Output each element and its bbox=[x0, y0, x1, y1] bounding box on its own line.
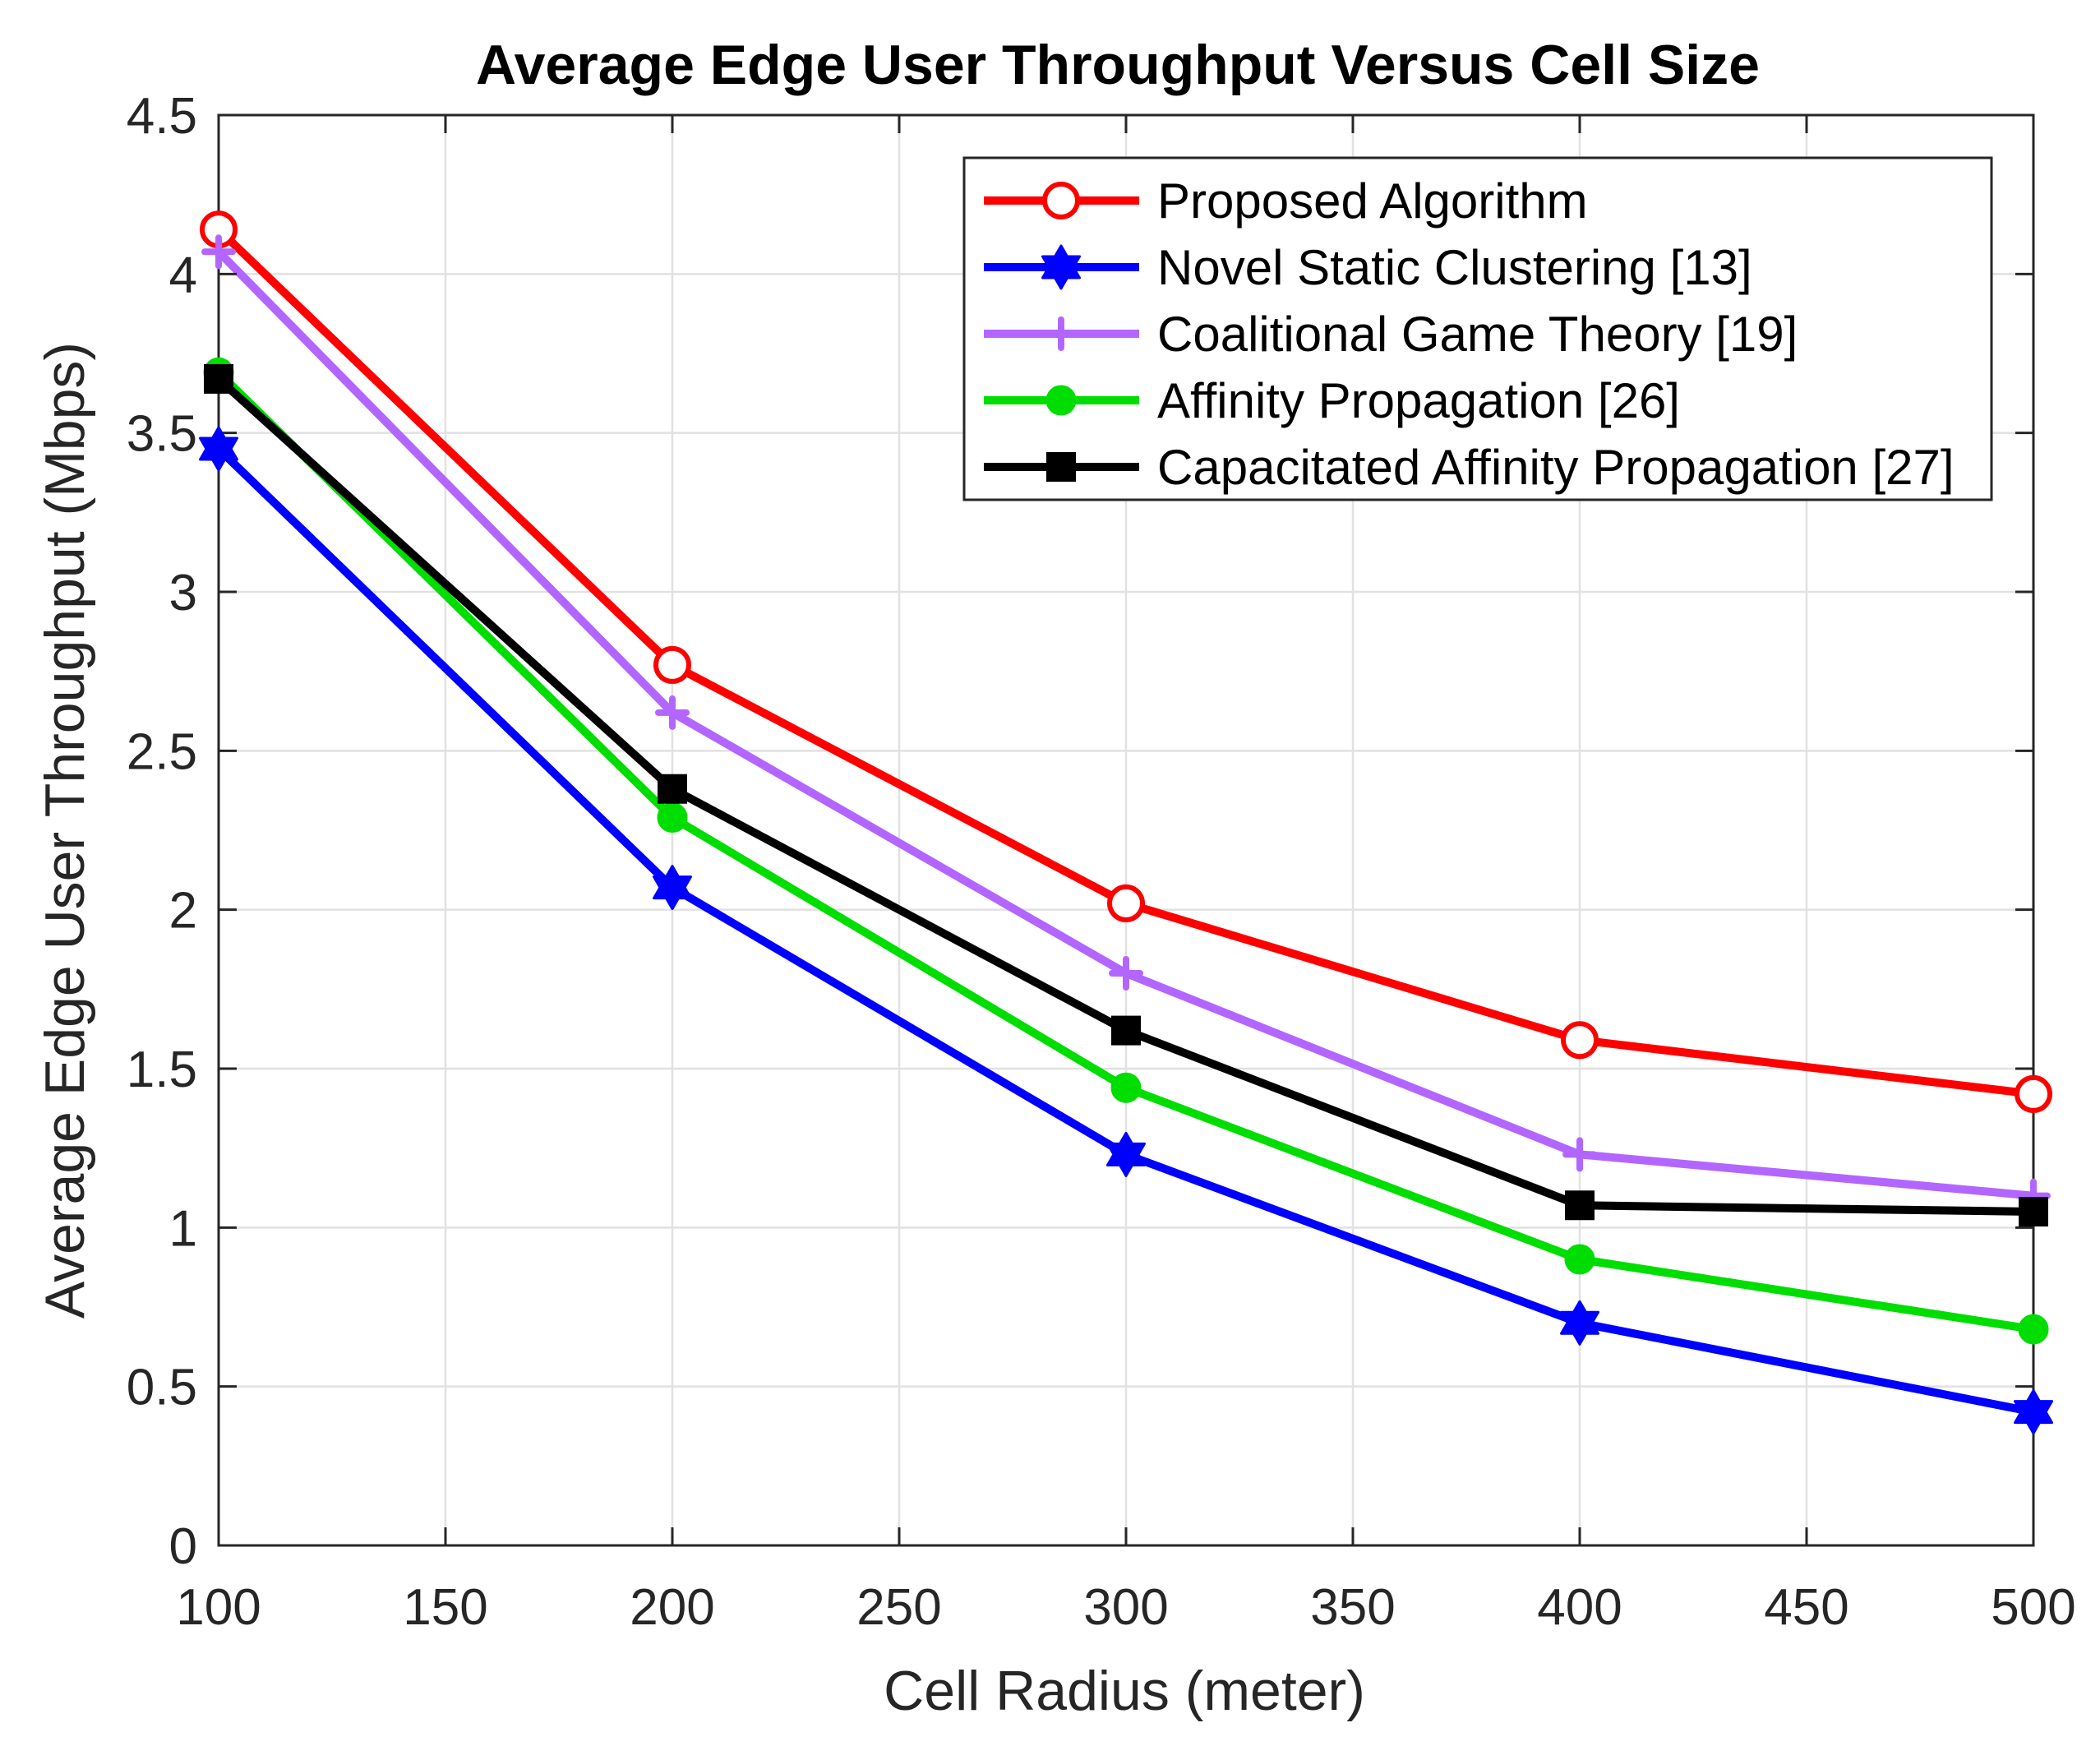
x-tick-label: 200 bbox=[630, 1579, 714, 1636]
x-tick-label: 500 bbox=[1991, 1579, 2075, 1636]
y-tick-label: 3 bbox=[169, 565, 197, 621]
axis-ticks: 100 150 200 250 300 350 400 450 500 0 0.5 1 1.5 2 2.5 3… bbox=[127, 88, 2076, 1636]
series-5-point bbox=[204, 363, 233, 394]
series-1-point bbox=[1107, 884, 1145, 922]
legend-marker bbox=[1042, 182, 1080, 219]
legend-label: Affinity Propagation [26] bbox=[1157, 373, 1680, 428]
y-tick-label: 1 bbox=[169, 1200, 197, 1257]
x-tick-label: 450 bbox=[1764, 1579, 1848, 1636]
series-4-point bbox=[2018, 1314, 2049, 1345]
x-tick-label: 350 bbox=[1310, 1579, 1395, 1636]
y-tick-label: 1.5 bbox=[127, 1042, 197, 1098]
series-1-point bbox=[653, 645, 691, 684]
series-2-point bbox=[1560, 1300, 1599, 1346]
legend-marker bbox=[1045, 385, 1077, 416]
y-tick-label: 0.5 bbox=[127, 1360, 197, 1416]
x-tick-label: 250 bbox=[856, 1579, 941, 1636]
legend-label: Proposed Algorithm bbox=[1157, 173, 1588, 229]
series-2-point bbox=[199, 426, 238, 472]
series-3-point bbox=[201, 234, 236, 270]
x-tick-label: 100 bbox=[176, 1579, 261, 1636]
x-tick-label: 400 bbox=[1537, 1579, 1622, 1636]
legend-marker bbox=[1044, 316, 1078, 351]
series-2-point bbox=[653, 865, 692, 911]
series-5-point bbox=[2019, 1197, 2048, 1226]
series-5-point bbox=[1565, 1190, 1595, 1221]
series-4-point bbox=[1564, 1244, 1595, 1275]
legend: Proposed Algorithm Novel Static Clusterin… bbox=[962, 156, 1993, 501]
legend-label: Capacitated Affinity Propagation [27] bbox=[1157, 440, 1955, 495]
series-3-point bbox=[1109, 956, 1143, 991]
legend-label: Novel Static Clustering [13] bbox=[1157, 240, 1752, 295]
series-5-point bbox=[658, 774, 687, 804]
series-3-point bbox=[1562, 1137, 1597, 1172]
y-tick-label: 2.5 bbox=[127, 723, 197, 780]
y-tick-label: 4.5 bbox=[127, 88, 197, 145]
series-markers bbox=[199, 210, 2053, 1435]
legend-label: Coalitional Game Theory [19] bbox=[1157, 307, 1798, 362]
series-2-point bbox=[2014, 1389, 2053, 1435]
y-axis-label: Average Edge User Throughput (Mbps) bbox=[34, 342, 96, 1319]
chart-title: Average Edge User Throughput Versus Cell… bbox=[476, 34, 1760, 96]
series-1-point bbox=[1561, 1021, 1599, 1060]
legend-marker bbox=[1041, 244, 1081, 290]
legend-marker bbox=[1046, 452, 1076, 482]
x-tick-label: 150 bbox=[403, 1579, 487, 1636]
legend-box bbox=[962, 156, 1993, 501]
x-tick-label: 300 bbox=[1083, 1579, 1168, 1636]
series-4-point bbox=[657, 802, 688, 834]
series-3-point bbox=[655, 695, 690, 730]
y-tick-label: 4 bbox=[169, 247, 197, 303]
y-tick-label: 3.5 bbox=[127, 406, 197, 463]
series-4-point bbox=[1110, 1072, 1142, 1103]
y-tick-label: 0 bbox=[169, 1518, 197, 1575]
series-1-point bbox=[2015, 1074, 2052, 1113]
series-2-point bbox=[1106, 1131, 1146, 1177]
y-tick-label: 2 bbox=[169, 883, 197, 940]
x-axis-label: Cell Radius (meter) bbox=[884, 1660, 1365, 1722]
series-5-point bbox=[1111, 1015, 1141, 1046]
